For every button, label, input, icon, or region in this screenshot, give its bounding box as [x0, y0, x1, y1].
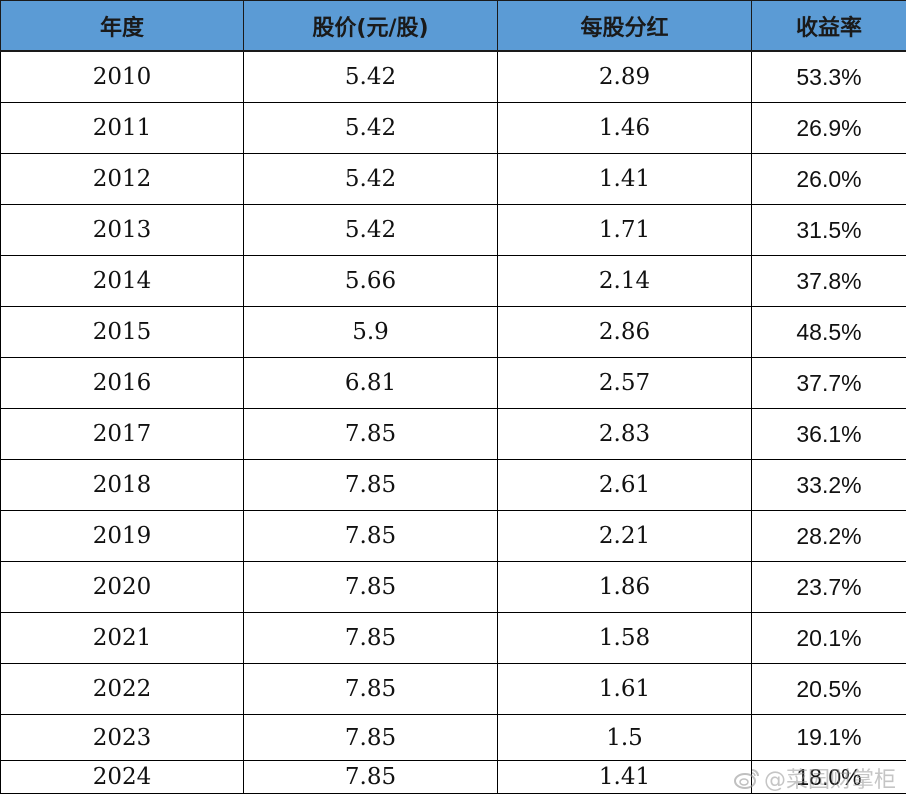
price-cell: 5.42 [243, 50, 498, 103]
year-cell: 2010 [0, 50, 244, 103]
header-row: 年度 股价(元/股) 每股分红 收益率 [0, 0, 906, 52]
table-row: 2010 5.42 2.89 53.3% [0, 50, 906, 103]
yield-cell: 36.1% [751, 408, 906, 460]
dividend-cell: 1.46 [497, 102, 752, 154]
dividend-cell: 2.89 [497, 50, 752, 103]
year-cell: 2011 [0, 102, 244, 154]
yield-cell: 20.5% [751, 663, 906, 715]
dividend-cell: 1.5 [497, 714, 752, 761]
table-row: 2023 7.85 1.5 19.1% [0, 714, 906, 761]
header-dividend-per-share: 每股分红 [497, 0, 752, 52]
table-row: 2024 7.85 1.41 18.0% [0, 760, 906, 794]
dividend-cell: 2.57 [497, 357, 752, 409]
dividend-cell: 2.61 [497, 459, 752, 511]
header-yield: 收益率 [751, 0, 906, 52]
table-row: 2016 6.81 2.57 37.7% [0, 357, 906, 409]
yield-cell: 53.3% [751, 50, 906, 103]
price-cell: 7.85 [243, 714, 498, 761]
price-cell: 5.42 [243, 102, 498, 154]
dividend-cell: 1.41 [497, 760, 752, 794]
dividend-cell: 2.86 [497, 306, 752, 358]
dividend-cell: 1.71 [497, 204, 752, 256]
table-row: 2013 5.42 1.71 31.5% [0, 204, 906, 256]
dividend-cell: 2.14 [497, 255, 752, 307]
yield-cell: 26.9% [751, 102, 906, 154]
header-share-price: 股价(元/股) [243, 0, 498, 52]
price-cell: 7.85 [243, 561, 498, 613]
price-cell: 5.42 [243, 204, 498, 256]
dividend-cell: 1.61 [497, 663, 752, 715]
year-cell: 2022 [0, 663, 244, 715]
year-cell: 2018 [0, 459, 244, 511]
price-cell: 5.66 [243, 255, 498, 307]
table-row: 2022 7.85 1.61 20.5% [0, 663, 906, 715]
year-cell: 2013 [0, 204, 244, 256]
dividend-cell: 1.41 [497, 153, 752, 205]
table-row: 2014 5.66 2.14 37.8% [0, 255, 906, 307]
yield-cell: 20.1% [751, 612, 906, 664]
yield-cell: 23.7% [751, 561, 906, 613]
yield-cell: 19.1% [751, 714, 906, 761]
year-cell: 2023 [0, 714, 244, 761]
table-row: 2011 5.42 1.46 26.9% [0, 102, 906, 154]
price-cell: 7.85 [243, 663, 498, 715]
year-cell: 2015 [0, 306, 244, 358]
header-year: 年度 [0, 0, 244, 52]
table-row: 2021 7.85 1.58 20.1% [0, 612, 906, 664]
year-cell: 2020 [0, 561, 244, 613]
yield-cell: 33.2% [751, 459, 906, 511]
year-cell: 2024 [0, 760, 244, 794]
year-cell: 2012 [0, 153, 244, 205]
table-row: 2015 5.9 2.86 48.5% [0, 306, 906, 358]
year-cell: 2021 [0, 612, 244, 664]
yield-cell: 31.5% [751, 204, 906, 256]
dividend-cell: 1.86 [497, 561, 752, 613]
year-cell: 2016 [0, 357, 244, 409]
price-cell: 7.85 [243, 760, 498, 794]
table-row: 2012 5.42 1.41 26.0% [0, 153, 906, 205]
yield-cell: 48.5% [751, 306, 906, 358]
price-cell: 7.85 [243, 612, 498, 664]
yield-cell: 37.7% [751, 357, 906, 409]
year-cell: 2017 [0, 408, 244, 460]
yield-cell: 26.0% [751, 153, 906, 205]
year-cell: 2019 [0, 510, 244, 562]
yield-cell: 28.2% [751, 510, 906, 562]
dividend-cell: 2.83 [497, 408, 752, 460]
table-row: 2019 7.85 2.21 28.2% [0, 510, 906, 562]
dividend-cell: 1.58 [497, 612, 752, 664]
table-row: 2018 7.85 2.61 33.2% [0, 459, 906, 511]
price-cell: 5.9 [243, 306, 498, 358]
yield-cell: 18.0% [751, 760, 906, 794]
price-cell: 7.85 [243, 510, 498, 562]
price-cell: 6.81 [243, 357, 498, 409]
dividend-cell: 2.21 [497, 510, 752, 562]
table-row: 2017 7.85 2.83 36.1% [0, 408, 906, 460]
price-cell: 7.85 [243, 408, 498, 460]
year-cell: 2014 [0, 255, 244, 307]
price-cell: 5.42 [243, 153, 498, 205]
yield-cell: 37.8% [751, 255, 906, 307]
table-row: 2020 7.85 1.86 23.7% [0, 561, 906, 613]
price-cell: 7.85 [243, 459, 498, 511]
